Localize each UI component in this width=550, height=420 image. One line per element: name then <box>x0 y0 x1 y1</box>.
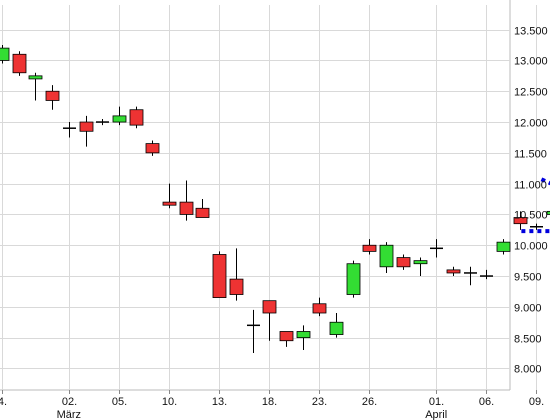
candle-up <box>546 210 550 215</box>
candle-down <box>79 121 94 132</box>
x-tick-label: 06. <box>479 396 494 408</box>
x-tick-label: 26. <box>362 396 377 408</box>
y-tick-label: 9.000 <box>514 303 542 315</box>
x-tick-label: 4. <box>0 396 7 408</box>
y-tick-label: 9.500 <box>514 272 542 284</box>
y-tick-label: 12.000 <box>514 118 548 130</box>
candle-up <box>329 321 344 335</box>
y-tick-label: 11.500 <box>514 149 547 161</box>
candle-down <box>45 90 60 101</box>
x-month-label: April <box>425 409 447 420</box>
x-month-label: März <box>57 409 81 420</box>
candle-down <box>129 109 144 126</box>
x-tick-label: 02. <box>62 396 77 408</box>
y-tick-label: 11.000 <box>514 180 547 192</box>
candle-down <box>396 257 411 268</box>
candle-down <box>145 143 160 154</box>
x-tick-label: 01. <box>429 396 444 408</box>
candle-up <box>28 75 43 80</box>
y-tick-label: 13.000 <box>514 56 548 68</box>
y-tick-label: 10.500 <box>514 210 548 222</box>
x-tick-label: 05. <box>112 396 127 408</box>
candle-down <box>212 254 227 298</box>
candle-down <box>162 201 177 206</box>
candle-down <box>229 278 244 295</box>
candle-down <box>279 331 294 342</box>
candle-down <box>12 53 27 74</box>
y-tick-label: 12.500 <box>514 87 548 99</box>
candle-down <box>195 207 210 218</box>
candle-down <box>362 244 377 252</box>
candle-up <box>112 115 127 123</box>
x-tick-label: 13. <box>212 396 227 408</box>
candle-up <box>296 331 311 339</box>
trendlines <box>521 177 550 234</box>
y-tick-label: 8.500 <box>514 334 542 346</box>
y-axis: 8.000 8.500 9.000 9.500 10.000 10.500 11.000 11… <box>514 26 548 376</box>
candle-up <box>496 241 511 252</box>
x-axis: 4. 02. 05. 10. 13. 18. 23. 26. 01. 06. 09. März Apri… <box>0 390 544 420</box>
candle-down <box>179 201 194 215</box>
candle-up <box>413 260 428 265</box>
x-tick-label: 10. <box>162 396 177 408</box>
candle-down <box>513 217 528 225</box>
y-tick-label: 8.000 <box>514 364 542 376</box>
x-tick-label: 23. <box>312 396 327 408</box>
x-tick-label: 18. <box>262 396 277 408</box>
y-tick-label: 10.000 <box>514 241 548 253</box>
candles <box>0 45 550 354</box>
grid-lines <box>0 0 537 391</box>
y-tick-label: 13.500 <box>514 26 548 38</box>
candle-up <box>379 244 394 268</box>
candle-down <box>262 300 277 314</box>
candle-down <box>312 303 327 314</box>
x-tick-label: 09. <box>529 396 544 408</box>
candle-down <box>446 269 461 274</box>
candle-up <box>0 47 10 61</box>
candle-up <box>346 263 361 295</box>
